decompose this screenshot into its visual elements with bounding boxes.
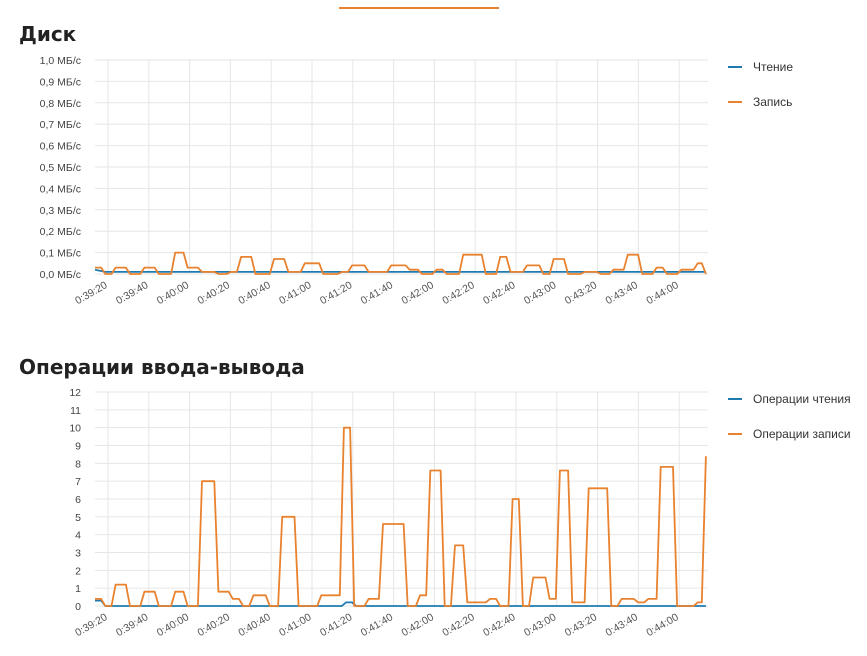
y-tick-label: 12 — [69, 387, 81, 399]
write-series-line — [95, 251, 707, 275]
y-tick-label: 0,0 МБ/с — [40, 269, 81, 281]
y-tick-label: 0,1 МБ/с — [40, 248, 81, 260]
write-swatch — [728, 101, 742, 103]
y-tick-label: 8 — [75, 458, 81, 470]
top-accent-bar — [339, 7, 499, 9]
x-tick-label: 0:42:00 — [400, 611, 436, 639]
x-tick-label: 0:40:20 — [196, 611, 232, 639]
y-tick-label: 0,4 МБ/с — [40, 183, 81, 195]
y-tick-label: 9 — [75, 441, 81, 453]
y-tick-label: 1,0 МБ/с — [40, 55, 81, 67]
y-tick-label: 3 — [75, 548, 81, 560]
y-tick-label: 5 — [75, 512, 81, 524]
legend-item-write-ops[interactable]: Операции записи — [728, 424, 851, 444]
read-series-line — [94, 268, 706, 273]
x-tick-label: 0:42:20 — [440, 611, 476, 639]
y-tick-label: 1 — [75, 583, 81, 595]
disk-legend: Чтение Запись — [728, 57, 793, 127]
write-series-line — [95, 426, 707, 607]
y-tick-label: 0,9 МБ/с — [40, 76, 81, 88]
y-tick-label: 0,5 МБ/с — [40, 162, 81, 174]
y-tick-label: 10 — [69, 423, 81, 435]
x-tick-label: 0:44:00 — [644, 611, 680, 639]
x-tick-label: 0:43:00 — [522, 611, 558, 639]
x-tick-label: 0:43:20 — [563, 611, 599, 639]
x-tick-label: 0:41:00 — [277, 611, 313, 639]
y-tick-label: 0,6 МБ/с — [40, 141, 81, 153]
y-tick-label: 0,7 МБ/с — [40, 119, 81, 131]
read-ops-swatch — [728, 398, 742, 400]
y-tick-label: 0,2 МБ/с — [40, 226, 81, 238]
disk-chart-title: Диск — [19, 22, 77, 46]
x-tick-label: 0:41:20 — [318, 611, 354, 639]
x-tick-label: 0:40:40 — [236, 611, 272, 639]
legend-item-read-ops[interactable]: Операции чтения — [728, 389, 851, 409]
y-tick-label: 7 — [75, 476, 81, 488]
legend-label: Операции записи — [753, 427, 851, 441]
legend-item-write[interactable]: Запись — [728, 92, 793, 112]
x-tick-label: 0:39:40 — [114, 611, 150, 639]
y-tick-label: 6 — [75, 494, 81, 506]
legend-label: Запись — [753, 95, 793, 109]
x-tick-label: 0:42:40 — [481, 611, 517, 639]
x-tick-label: 0:40:00 — [155, 611, 191, 639]
y-tick-label: 4 — [75, 530, 81, 542]
x-tick-label: 0:39:20 — [73, 611, 109, 639]
io-chart-title: Операции ввода-вывода — [19, 355, 305, 379]
io-legend: Операции чтения Операции записи — [728, 389, 851, 459]
y-tick-label: 0,3 МБ/с — [40, 205, 81, 217]
y-tick-label: 11 — [70, 405, 81, 417]
write-ops-swatch — [728, 433, 742, 435]
legend-label: Операции чтения — [753, 392, 851, 406]
y-tick-label: 0 — [75, 601, 81, 613]
x-tick-label: 0:43:40 — [604, 611, 640, 639]
legend-label: Чтение — [753, 60, 794, 74]
read-swatch — [728, 66, 742, 68]
x-tick-label: 0:41:40 — [359, 611, 395, 639]
legend-item-read[interactable]: Чтение — [728, 57, 793, 77]
y-tick-label: 0,8 МБ/с — [40, 98, 81, 110]
disk-chart: 0,0 МБ/с 0,1 МБ/с 0,2 МБ/с 0,3 МБ/с 0,4 МБ/с… — [40, 55, 708, 307]
y-tick-label: 2 — [75, 565, 81, 577]
